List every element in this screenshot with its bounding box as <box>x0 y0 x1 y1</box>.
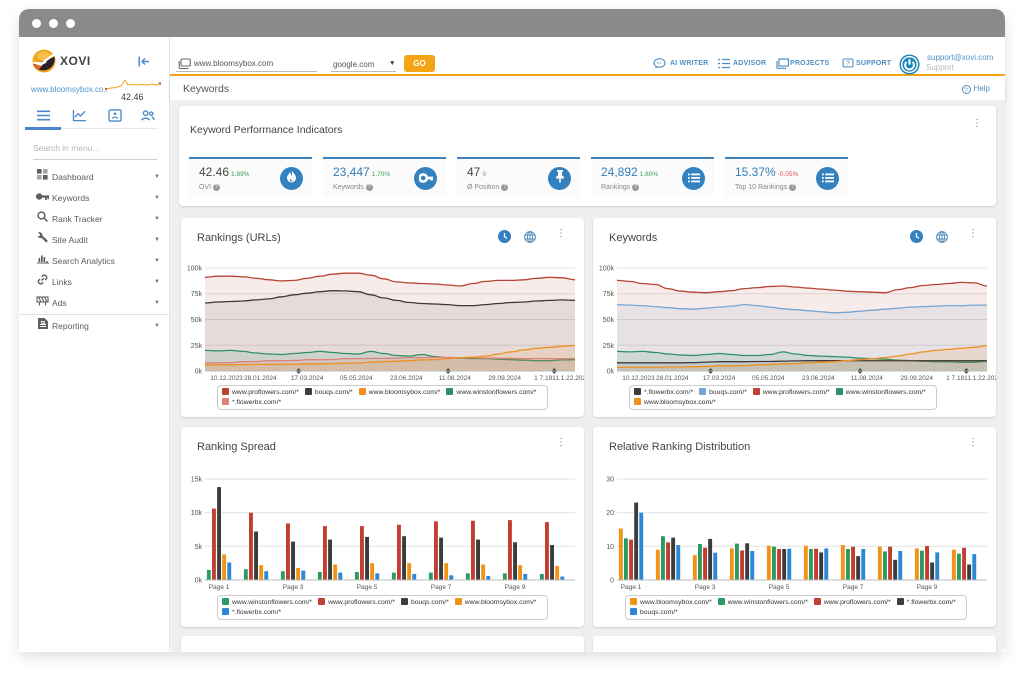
svg-text:Page 5: Page 5 <box>357 584 378 591</box>
svg-text:11.08.2024: 11.08.2024 <box>439 375 471 382</box>
svg-text:05.05.2024: 05.05.2024 <box>340 375 373 382</box>
svg-text:1 7.1811.1.22.2024 4: 1 7.1811.1.22.2024 4 <box>946 375 996 382</box>
svg-text:10: 10 <box>606 544 614 551</box>
svg-text:20: 20 <box>606 510 614 517</box>
svg-text:5k: 5k <box>195 544 203 551</box>
svg-text:17.03.2024: 17.03.2024 <box>291 375 324 382</box>
svg-text:Page 3: Page 3 <box>283 584 304 591</box>
svg-text:29.09.2024: 29.09.2024 <box>488 375 521 382</box>
svg-text:11.08.2024: 11.08.2024 <box>851 375 883 382</box>
svg-text:100k: 100k <box>599 266 615 273</box>
svg-text:28.01.2024: 28.01.2024 <box>244 375 277 382</box>
svg-text:75k: 75k <box>603 291 615 298</box>
svg-text:50k: 50k <box>603 317 615 324</box>
svg-text:05.05.2024: 05.05.2024 <box>752 375 785 382</box>
svg-text:0k: 0k <box>195 369 203 376</box>
svg-text:50k: 50k <box>191 317 203 324</box>
svg-text:10.12.2023: 10.12.2023 <box>622 375 655 382</box>
svg-text:Page 9: Page 9 <box>917 584 938 591</box>
svg-text:25k: 25k <box>603 343 615 350</box>
svg-text:Page 9: Page 9 <box>505 584 526 591</box>
svg-text:0k: 0k <box>607 369 615 376</box>
svg-text:25k: 25k <box>191 343 203 350</box>
svg-text:100k: 100k <box>187 266 203 273</box>
svg-text:17.03.2024: 17.03.2024 <box>703 375 736 382</box>
svg-text:Page 1: Page 1 <box>621 584 642 591</box>
svg-text:23.06.2024: 23.06.2024 <box>802 375 835 382</box>
svg-text:15k: 15k <box>191 477 203 484</box>
svg-text:Page 1: Page 1 <box>209 584 230 591</box>
svg-text:29.09.2024: 29.09.2024 <box>900 375 933 382</box>
svg-text:75k: 75k <box>191 291 203 298</box>
svg-text:0: 0 <box>610 578 614 585</box>
svg-text:28.01.2024: 28.01.2024 <box>656 375 689 382</box>
svg-text:Page 7: Page 7 <box>431 584 452 591</box>
svg-text:1 7.1811.1.22.2024 4: 1 7.1811.1.22.2024 4 <box>534 375 584 382</box>
svg-text:Page 5: Page 5 <box>769 584 790 591</box>
svg-text:Page 7: Page 7 <box>843 584 864 591</box>
svg-text:10k: 10k <box>191 510 203 517</box>
svg-text:23.06.2024: 23.06.2024 <box>390 375 423 382</box>
svg-text:Page 3: Page 3 <box>695 584 716 591</box>
svg-text:10.12.2023: 10.12.2023 <box>210 375 243 382</box>
svg-text:0k: 0k <box>195 578 203 585</box>
svg-text:30: 30 <box>606 477 614 484</box>
svg-text:?: ? <box>846 61 850 68</box>
